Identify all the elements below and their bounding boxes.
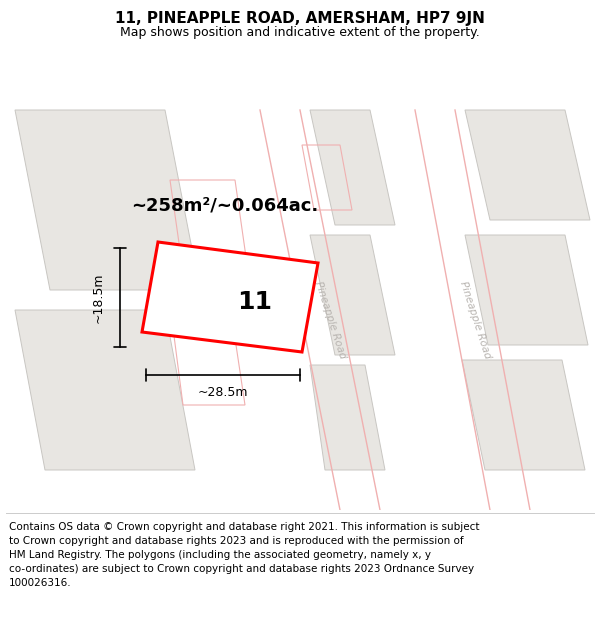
Polygon shape	[310, 110, 395, 225]
Text: Pineapple Road: Pineapple Road	[313, 280, 347, 360]
Polygon shape	[462, 360, 585, 470]
Polygon shape	[15, 110, 200, 290]
Text: 11: 11	[238, 290, 272, 314]
Polygon shape	[465, 235, 588, 345]
Text: Contains OS data © Crown copyright and database right 2021. This information is : Contains OS data © Crown copyright and d…	[9, 521, 479, 588]
Text: 11, PINEAPPLE ROAD, AMERSHAM, HP7 9JN: 11, PINEAPPLE ROAD, AMERSHAM, HP7 9JN	[115, 11, 485, 26]
Text: Map shows position and indicative extent of the property.: Map shows position and indicative extent…	[120, 26, 480, 39]
Text: Pineapple Road: Pineapple Road	[458, 280, 492, 360]
Text: ~28.5m: ~28.5m	[198, 386, 248, 399]
Polygon shape	[142, 242, 318, 352]
Polygon shape	[15, 310, 195, 470]
Polygon shape	[310, 235, 395, 355]
Text: ~258m²/~0.064ac.: ~258m²/~0.064ac.	[131, 196, 319, 214]
Text: ~18.5m: ~18.5m	[91, 272, 104, 322]
Polygon shape	[310, 365, 385, 470]
Polygon shape	[465, 110, 590, 220]
